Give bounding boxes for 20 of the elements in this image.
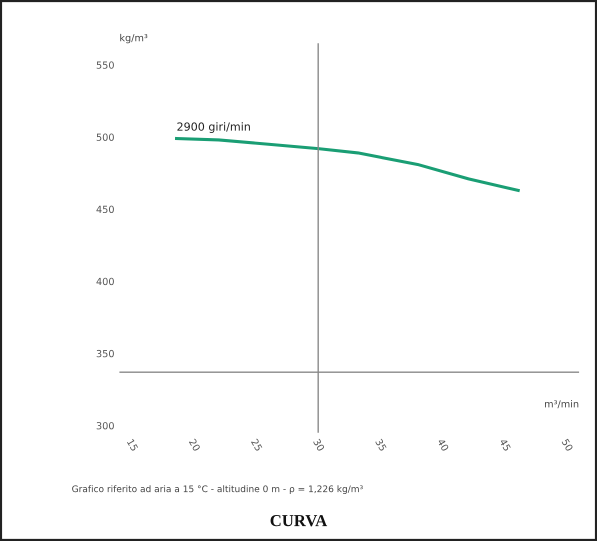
text: Grafico riferito ad aria a 15 °C - altitudine 0 m - ρ = 1,226 kg/m³ <box>72 485 363 494</box>
x-tick-label: 50 <box>562 438 574 452</box>
text: CURVA <box>270 515 328 526</box>
x-axis-title: m³/min <box>544 400 578 408</box>
x-tick-label: 20 <box>188 438 201 452</box>
x-tick-label: 15 <box>126 438 138 452</box>
y-tick-label: 450 <box>96 206 114 214</box>
y-tick-label: 550 <box>96 61 114 69</box>
y-axis-title: kg/m³ <box>120 34 148 44</box>
x-tick-label: 30 <box>313 438 325 452</box>
y-tick-label: 300 <box>96 422 114 430</box>
x-tick-label: 40 <box>437 438 450 452</box>
line-series <box>175 136 520 192</box>
y-tick-label: 400 <box>96 278 114 286</box>
y-tick-label: 350 <box>96 350 114 358</box>
x-tick-label: 35 <box>375 438 387 452</box>
series-label: 2900 giri/min <box>177 122 250 133</box>
x-tick-label: 45 <box>499 438 512 452</box>
y-tick-label: 500 <box>96 134 114 141</box>
x-tick-label: 25 <box>250 438 263 452</box>
